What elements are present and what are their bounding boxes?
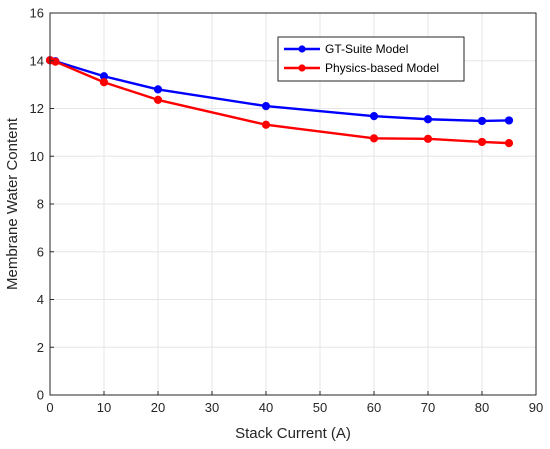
series-group <box>45 56 514 148</box>
legend-marker <box>298 64 306 72</box>
x-tick-label: 60 <box>367 400 381 415</box>
data-point <box>51 57 60 66</box>
legend-items: GT-Suite Model Physics-based Model <box>284 42 439 75</box>
data-point <box>153 95 163 105</box>
x-tick-label: 40 <box>259 400 273 415</box>
data-point <box>369 134 379 143</box>
x-tick-label: 70 <box>421 400 435 415</box>
y-tick-label: 12 <box>30 101 44 116</box>
data-point <box>477 137 487 147</box>
data-point <box>504 116 514 125</box>
legend-label: GT-Suite Model <box>325 42 408 56</box>
y-tick-label: 4 <box>37 292 44 307</box>
y-tick-label: 14 <box>30 53 44 68</box>
data-point <box>423 134 433 143</box>
x-tick-label: 80 <box>475 400 489 415</box>
y-tick-label: 16 <box>30 6 44 21</box>
x-tick-label: 10 <box>97 400 111 415</box>
series-2 <box>45 56 514 148</box>
legend-label: Physics-based Model <box>325 61 439 75</box>
data-point <box>261 120 271 129</box>
legend-entry: GT-Suite Model <box>284 42 408 56</box>
legend-entry: Physics-based Model <box>284 61 439 75</box>
data-point <box>504 139 514 148</box>
legend: GT-Suite Model Physics-based Model <box>277 36 465 82</box>
y-tick-label: 8 <box>37 197 44 212</box>
x-axis-title: Stack Current (A) <box>235 425 351 442</box>
x-tick-label: 0 <box>46 400 53 415</box>
x-tick-label: 50 <box>313 400 327 415</box>
y-tick-label: 6 <box>37 244 44 259</box>
legend-marker <box>298 45 306 53</box>
data-point <box>153 85 163 94</box>
legend-box <box>277 36 465 82</box>
data-point <box>261 102 271 111</box>
y-tick-label: 2 <box>37 340 44 355</box>
data-point <box>369 112 379 121</box>
data-point <box>423 115 433 124</box>
y-axis-title: Membrane Water Content <box>4 117 21 290</box>
x-tick-label: 90 <box>529 400 543 415</box>
y-tick-label: 0 <box>37 388 44 403</box>
x-tick-label: 30 <box>205 400 219 415</box>
data-point <box>477 116 487 126</box>
x-tick-label: 20 <box>151 400 165 415</box>
data-point <box>99 78 109 87</box>
axis-ticks: 0 10 20 30 40 50 60 70 80 90 0 2 4 6 8 10 12 14 16 <box>30 6 544 416</box>
y-tick-label: 10 <box>30 149 44 164</box>
